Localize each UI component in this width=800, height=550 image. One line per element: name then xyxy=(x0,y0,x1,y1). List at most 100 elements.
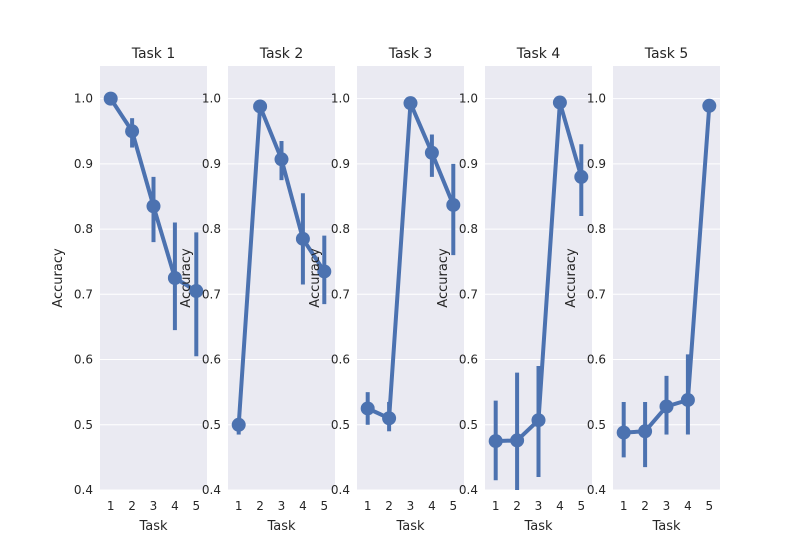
data-point xyxy=(488,434,503,449)
data-point xyxy=(552,95,567,110)
y-tick-label: 0.7 xyxy=(587,287,606,301)
data-point xyxy=(103,91,118,106)
y-axis-label: Accuracy xyxy=(564,248,579,308)
data-point xyxy=(231,417,246,432)
y-tick-label: 1.0 xyxy=(74,92,93,106)
x-tick-label: 4 xyxy=(684,499,692,513)
y-tick-label: 0.4 xyxy=(331,483,350,497)
y-tick-label: 0.5 xyxy=(202,418,221,432)
plot-area xyxy=(357,66,464,490)
y-tick-label: 0.4 xyxy=(74,483,93,497)
data-point xyxy=(616,425,631,440)
panel-title: Task 5 xyxy=(644,46,689,62)
y-tick-label: 0.6 xyxy=(459,353,478,367)
y-tick-label: 0.4 xyxy=(202,483,221,497)
y-axis-label: Accuracy xyxy=(51,248,66,308)
data-point xyxy=(360,401,375,416)
x-tick-label: 2 xyxy=(128,499,136,513)
x-tick-label: 4 xyxy=(556,499,564,513)
x-tick-label: 3 xyxy=(278,499,286,513)
y-tick-label: 0.5 xyxy=(331,418,350,432)
data-point xyxy=(382,411,397,426)
y-tick-label: 0.9 xyxy=(331,157,350,171)
plot-area xyxy=(228,66,335,490)
data-point xyxy=(574,169,589,184)
y-tick-label: 0.4 xyxy=(587,483,606,497)
x-tick-label: 1 xyxy=(235,499,243,513)
data-point xyxy=(638,424,653,439)
data-layer xyxy=(616,98,717,468)
x-tick-label: 4 xyxy=(428,499,436,513)
data-point xyxy=(510,433,525,448)
y-tick-label: 0.9 xyxy=(202,157,221,171)
data-layer xyxy=(231,99,332,435)
y-tick-label: 0.7 xyxy=(459,287,478,301)
x-tick-label: 1 xyxy=(107,499,115,513)
y-tick-label: 1.0 xyxy=(587,92,606,106)
data-layer xyxy=(488,95,589,490)
y-tick-label: 0.5 xyxy=(74,418,93,432)
y-tick-label: 1.0 xyxy=(331,92,350,106)
x-tick-label: 5 xyxy=(577,499,585,513)
data-point xyxy=(531,413,546,428)
x-axis-label: Task xyxy=(266,519,296,534)
x-tick-label: 5 xyxy=(449,499,457,513)
panel-title: Task 2 xyxy=(259,46,304,62)
y-tick-label: 0.7 xyxy=(331,287,350,301)
data-point xyxy=(253,99,268,114)
data-layer xyxy=(103,91,204,357)
data-point xyxy=(446,197,461,212)
y-tick-label: 0.9 xyxy=(74,157,93,171)
x-tick-label: 3 xyxy=(663,499,671,513)
y-tick-label: 0.9 xyxy=(459,157,478,171)
y-tick-label: 0.4 xyxy=(459,483,478,497)
y-axis-label: Accuracy xyxy=(179,248,194,308)
y-axis-label: Accuracy xyxy=(436,248,451,308)
x-tick-label: 4 xyxy=(171,499,179,513)
y-tick-label: 1.0 xyxy=(459,92,478,106)
panel-title: Task 1 xyxy=(131,46,176,62)
data-point xyxy=(317,264,332,279)
x-tick-label: 2 xyxy=(256,499,264,513)
x-axis-label: Task xyxy=(651,519,681,534)
data-point xyxy=(167,271,182,285)
y-tick-label: 0.7 xyxy=(74,287,93,301)
x-tick-label: 3 xyxy=(407,499,415,513)
data-point xyxy=(680,392,695,407)
x-tick-label: 4 xyxy=(299,499,307,513)
data-point xyxy=(702,98,717,113)
y-tick-label: 0.8 xyxy=(587,222,606,236)
data-point xyxy=(295,231,310,246)
data-point xyxy=(403,96,418,111)
panel-title: Task 3 xyxy=(388,46,433,62)
x-tick-label: 3 xyxy=(150,499,158,513)
x-tick-label: 5 xyxy=(192,499,200,513)
data-point xyxy=(659,399,674,414)
x-tick-label: 1 xyxy=(620,499,628,513)
x-axis-label: Task xyxy=(395,519,425,534)
y-tick-label: 0.5 xyxy=(459,418,478,432)
x-tick-label: 1 xyxy=(492,499,500,513)
y-tick-label: 0.5 xyxy=(587,418,606,432)
data-point xyxy=(189,284,204,299)
panel-1: 0.4 0.5 0.6 0.7 0.8 0.9 1.0 1 2 3 4 5 Task 1 Task Accu… xyxy=(51,46,207,534)
y-axis-label: Accuracy xyxy=(308,248,323,308)
data-layer xyxy=(360,96,461,432)
x-tick-label: 5 xyxy=(705,499,713,513)
data-point xyxy=(146,199,161,214)
data-point xyxy=(125,124,140,139)
x-tick-label: 1 xyxy=(364,499,372,513)
y-tick-label: 0.8 xyxy=(459,222,478,236)
y-tick-label: 0.9 xyxy=(587,157,606,171)
x-tick-label: 3 xyxy=(535,499,543,513)
y-tick-label: 1.0 xyxy=(202,92,221,106)
data-point xyxy=(274,152,289,167)
panel-title: Task 4 xyxy=(516,46,561,62)
x-tick-label: 2 xyxy=(513,499,521,513)
y-tick-label: 0.8 xyxy=(74,222,93,236)
